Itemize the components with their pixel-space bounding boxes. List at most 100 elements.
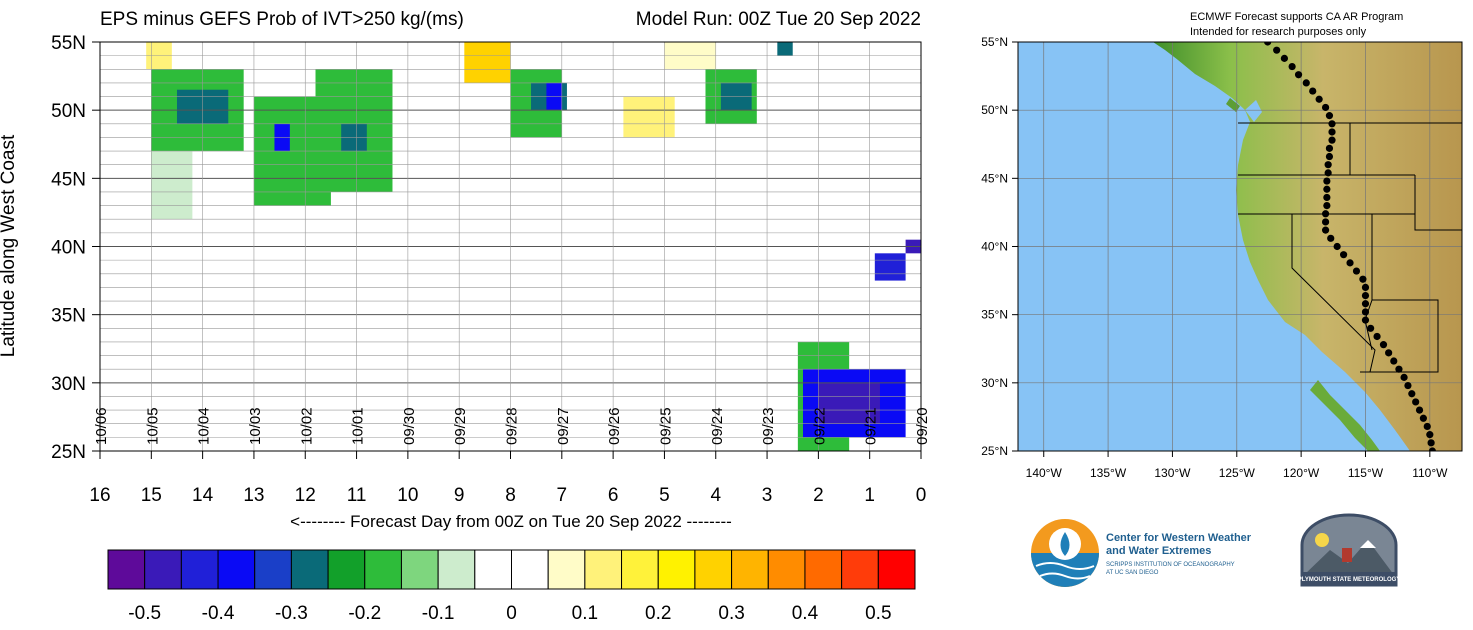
date-label: 10/05 xyxy=(144,407,161,445)
coast-point xyxy=(1328,128,1336,136)
date-label: 09/23 xyxy=(760,407,777,445)
coast-point xyxy=(1315,95,1323,103)
date-label: 09/20 xyxy=(914,407,931,445)
date-label: 10/04 xyxy=(196,407,213,445)
coast-point xyxy=(1324,161,1332,169)
field-cell xyxy=(623,96,675,138)
coast-point xyxy=(1423,422,1431,431)
map-lat-label: 25°N xyxy=(981,444,1008,458)
field-cell xyxy=(874,253,906,281)
coast-point xyxy=(1379,341,1388,349)
colorbar-swatch xyxy=(254,549,292,590)
coast-point xyxy=(1327,234,1335,242)
colorbar-swatch xyxy=(657,549,696,590)
coast-point xyxy=(1333,242,1341,251)
cw3e-title-line1: Center for Western Weather xyxy=(1106,532,1252,544)
cw3e-logo xyxy=(1031,519,1099,587)
colorbar-swatch xyxy=(767,549,806,590)
date-label: 09/21 xyxy=(863,407,880,445)
coast-point xyxy=(1321,226,1330,234)
coast-points xyxy=(1264,42,1436,451)
colorbar-swatch xyxy=(364,549,402,590)
baja-california xyxy=(1310,380,1380,451)
x-tick-label: 15 xyxy=(141,485,162,506)
coast-point xyxy=(1415,406,1424,414)
y-axis: 25N 30N 35N 40N 45N 50N 55N xyxy=(51,33,100,463)
map-lon-label: 110°W xyxy=(1412,466,1448,480)
map-lat-label: 55°N xyxy=(981,35,1008,49)
map-longitude-labels: 140°W 135°W 130°W 125°W 120°W 115°W 110°W xyxy=(1026,451,1448,480)
map-lat-label: 45°N xyxy=(981,171,1008,185)
map-header-line2: Intended for research purposes only xyxy=(1190,26,1367,38)
colorbar-swatch xyxy=(144,549,182,590)
map-latitude-labels: 55°N 50°N 45°N 40°N 35°N 30°N 25°N xyxy=(981,35,1018,458)
chart-title: EPS minus GEFS Prob of IVT>250 kg/(ms) xyxy=(100,9,464,30)
colorbar-label: -0.2 xyxy=(348,603,381,624)
colorbar-label: -0.1 xyxy=(422,603,455,624)
y-axis-title: Latitude along West Coast xyxy=(0,134,19,357)
colorbar-swatch xyxy=(804,549,843,590)
probability-difference-field xyxy=(146,42,921,451)
coast-point xyxy=(1395,365,1403,373)
colorbar-label: 0.1 xyxy=(572,603,598,624)
coast-point xyxy=(1325,152,1334,161)
field-cell xyxy=(151,151,193,220)
colorbar-swatch xyxy=(400,549,439,590)
date-label: 09/28 xyxy=(504,407,521,445)
coast-point xyxy=(1352,267,1361,275)
colorbar-swatch xyxy=(217,549,256,590)
plymouth-state-label: PLYMOUTH STATE METEOROLOGY xyxy=(1298,577,1401,583)
x-tick-label: 4 xyxy=(710,485,721,506)
y-tick-label: 50N xyxy=(51,101,86,122)
x-tick-label: 6 xyxy=(608,485,619,506)
cw3e-title-line4: AT UC SAN DIEGO xyxy=(1106,570,1159,576)
coast-point xyxy=(1361,308,1370,316)
field-cell xyxy=(777,42,793,56)
coast-point xyxy=(1280,54,1288,62)
map-lat-label: 50°N xyxy=(981,103,1008,117)
date-label: 10/02 xyxy=(298,407,315,445)
map-lon-label: 125°W xyxy=(1219,466,1256,480)
coast-point xyxy=(1321,103,1330,112)
map-lon-label: 140°W xyxy=(1026,466,1063,480)
colorbar-swatch xyxy=(877,549,916,590)
map-lon-label: 130°W xyxy=(1154,466,1191,480)
x-tick-label: 5 xyxy=(659,485,670,506)
colorbar-swatch xyxy=(437,549,476,590)
model-run-label: Model Run: 00Z Tue 20 Sep 2022 xyxy=(636,9,921,30)
map-lon-label: 115°W xyxy=(1348,466,1384,480)
date-label: 09/25 xyxy=(657,407,674,445)
map-lat-label: 30°N xyxy=(981,376,1008,390)
plot-gridlines xyxy=(99,41,922,452)
x-tick-label: 7 xyxy=(557,485,568,506)
coast-point xyxy=(1323,177,1331,185)
x-axis: 16 15 14 13 12 11 10 9 8 7 6 5 4 3 2 1 0 xyxy=(89,451,926,506)
coast-point xyxy=(1340,251,1348,259)
date-labels: 10/06 10/05 10/04 10/03 10/02 10/01 09/30 09/29… xyxy=(93,407,931,445)
x-tick-label: 11 xyxy=(347,485,367,506)
date-label: 10/03 xyxy=(247,407,264,445)
coast-point xyxy=(1288,62,1296,71)
coast-point xyxy=(1390,357,1398,365)
coast-point xyxy=(1408,390,1416,398)
x-tick-label: 10 xyxy=(397,485,418,506)
coast-point xyxy=(1323,185,1331,193)
coast-point xyxy=(1404,381,1412,390)
map-graticule xyxy=(1018,42,1462,451)
colorbar-swatch xyxy=(621,549,659,590)
colorbar: -0.5 -0.4 -0.3 -0.2 -0.1 0 0.1 0.2 0.3 0.4 0.5 xyxy=(107,549,916,624)
date-label: 10/01 xyxy=(350,407,367,445)
colorbar-swatch xyxy=(290,549,329,590)
date-label: 09/26 xyxy=(606,407,623,445)
coast-point xyxy=(1427,439,1435,447)
x-tick-label: 8 xyxy=(505,485,516,506)
coast-point xyxy=(1426,431,1434,439)
y-tick-label: 35N xyxy=(51,306,86,327)
y-tick-label: 45N xyxy=(51,169,86,190)
x-tick-label: 13 xyxy=(243,485,264,506)
y-tick-label: 25N xyxy=(51,442,86,463)
colorbar-label: -0.4 xyxy=(202,603,235,624)
colorbar-label: 0.2 xyxy=(645,603,671,624)
x-tick-label: 9 xyxy=(454,485,465,506)
colorbar-label: 0.3 xyxy=(718,603,744,624)
